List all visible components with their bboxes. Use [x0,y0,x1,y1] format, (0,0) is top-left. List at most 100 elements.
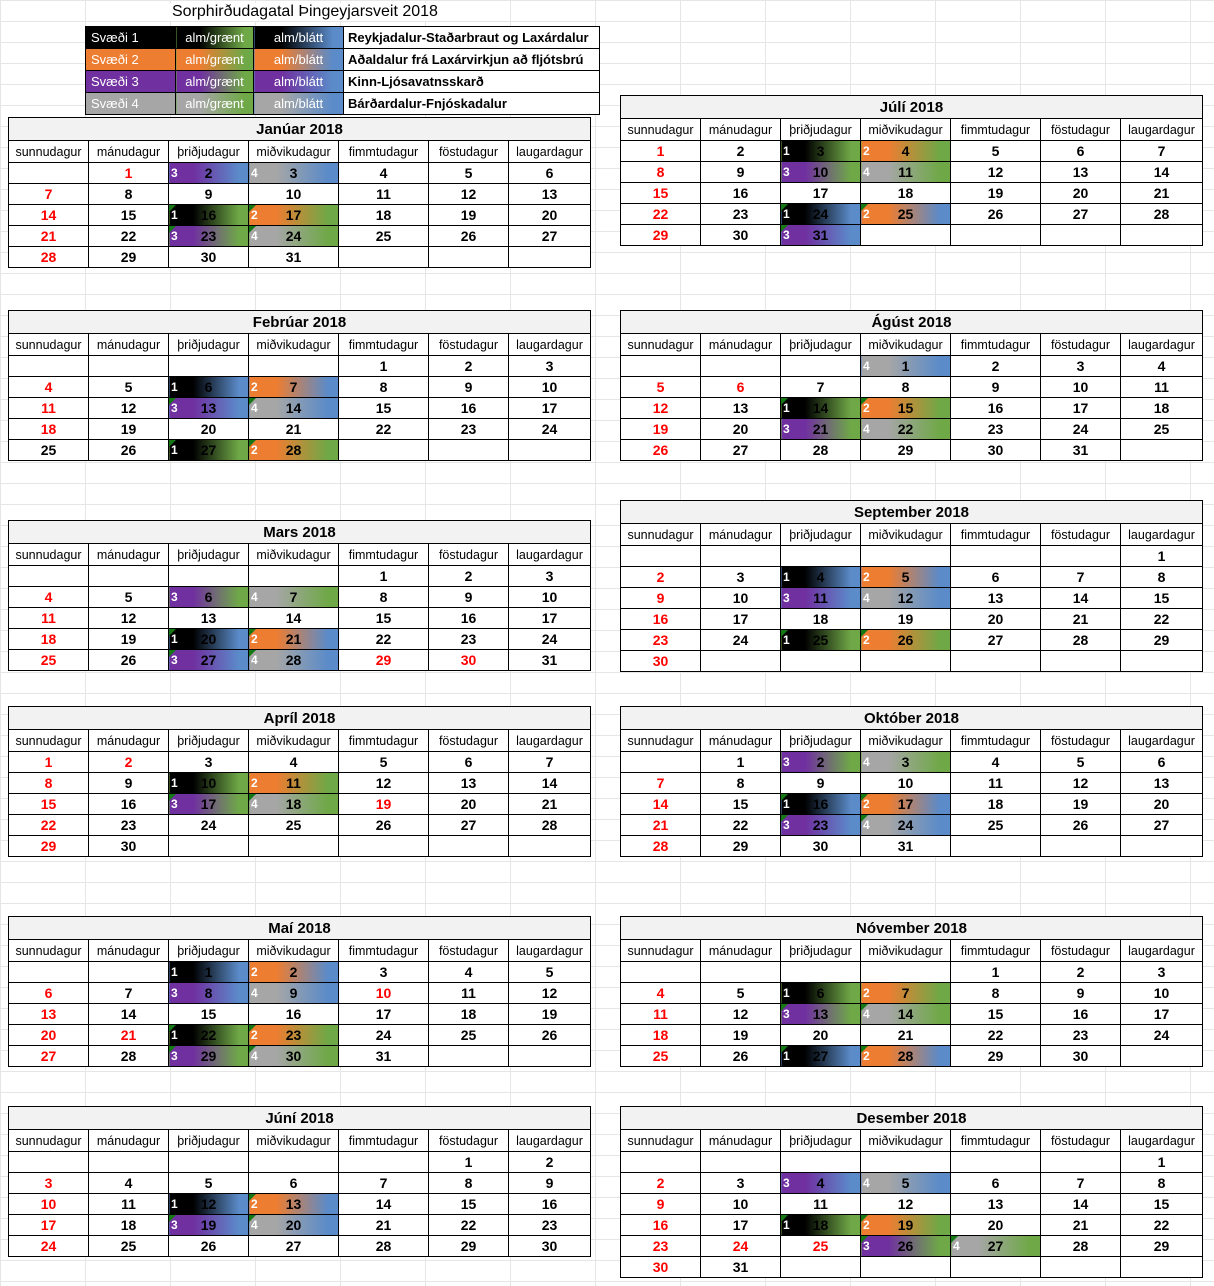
day-cell[interactable]: 27 [950,629,1041,651]
day-cell[interactable]: 16 [88,793,169,815]
day-cell[interactable]: 9 [508,1172,591,1194]
day-cell[interactable]: 26 [428,225,509,247]
day-cell[interactable]: 21 [338,1214,429,1236]
day-cell[interactable]: 23 [428,628,509,650]
day-cell[interactable]: 1 14 [780,397,861,419]
day-cell[interactable]: 18 [428,1003,509,1025]
day-cell[interactable]: 2 21 [248,628,339,650]
day-cell[interactable]: 30 [620,1256,701,1278]
day-cell[interactable]: 14 [8,204,89,226]
day-cell[interactable]: 31 [248,246,339,268]
day-cell[interactable]: 24 [1040,418,1121,440]
day-cell[interactable]: 28 [1120,203,1203,225]
day-cell[interactable]: 17 [780,182,861,204]
day-cell[interactable]: 29 [700,835,781,857]
day-cell[interactable]: 18 [8,628,89,650]
day-cell[interactable]: 12 [620,397,701,419]
day-cell[interactable]: 2 28 [248,439,339,461]
day-cell[interactable]: 22 [88,225,169,247]
day-cell[interactable]: 18 [88,1214,169,1236]
day-cell[interactable]: 12 [428,183,509,205]
day-cell[interactable]: 14 [508,772,591,794]
day-cell[interactable]: 16 [700,182,781,204]
day-cell[interactable]: 3 19 [168,1214,249,1236]
day-cell[interactable]: 19 [508,1003,591,1025]
day-cell[interactable]: 8 [620,161,701,183]
day-cell[interactable]: 23 [620,1235,701,1257]
day-cell[interactable]: 15 [950,1003,1041,1025]
day-cell[interactable]: 14 [1040,587,1121,609]
day-cell[interactable]: 6 [1040,140,1121,162]
day-cell[interactable]: 19 [338,793,429,815]
day-cell[interactable]: 3 31 [780,224,861,246]
day-cell[interactable]: 13 [8,1003,89,1025]
day-cell[interactable]: 10 [1040,376,1121,398]
day-cell[interactable]: 31 [508,649,591,671]
day-cell[interactable]: 3 21 [780,418,861,440]
day-cell[interactable]: 20 [950,1214,1041,1236]
day-cell[interactable]: 4 22 [860,418,951,440]
day-cell[interactable]: 28 [338,1235,429,1257]
day-cell[interactable]: 25 [8,439,89,461]
day-cell[interactable]: 2 [508,1151,591,1173]
day-cell[interactable]: 20 [700,418,781,440]
day-cell[interactable]: 17 [508,397,591,419]
day-cell[interactable]: 23 [1040,1024,1121,1046]
day-cell[interactable]: 9 [620,587,701,609]
day-cell[interactable]: 1 25 [780,629,861,651]
day-cell[interactable]: 10 [508,376,591,398]
day-cell[interactable]: 1 22 [168,1024,249,1046]
day-cell[interactable]: 17 [338,1003,429,1025]
day-cell[interactable]: 8 [700,772,781,794]
day-cell[interactable]: 5 [88,586,169,608]
day-cell[interactable]: 25 [620,1045,701,1067]
day-cell[interactable]: 18 [780,608,861,630]
day-cell[interactable]: 9 [168,183,249,205]
day-cell[interactable]: 11 [8,607,89,629]
day-cell[interactable]: 21 [248,418,339,440]
day-cell[interactable]: 4 30 [248,1045,339,1067]
day-cell[interactable]: 25 [8,649,89,671]
day-cell[interactable]: 28 [8,246,89,268]
day-cell[interactable]: 26 [700,1045,781,1067]
day-cell[interactable]: 2 17 [248,204,339,226]
day-cell[interactable]: 19 [88,628,169,650]
day-cell[interactable]: 5 [168,1172,249,1194]
day-cell[interactable]: 14 [620,793,701,815]
day-cell[interactable]: 2 [428,565,509,587]
day-cell[interactable]: 6 [950,566,1041,588]
day-cell[interactable]: 4 [8,376,89,398]
day-cell[interactable]: 3 11 [780,587,861,609]
day-cell[interactable]: 21 [508,793,591,815]
day-cell[interactable]: 18 [950,793,1041,815]
day-cell[interactable]: 16 [950,397,1041,419]
day-cell[interactable]: 11 [620,1003,701,1025]
day-cell[interactable]: 10 [338,982,429,1004]
day-cell[interactable]: 27 [428,814,509,836]
day-cell[interactable]: 15 [8,793,89,815]
day-cell[interactable]: 1 [338,355,429,377]
day-cell[interactable]: 14 [248,607,339,629]
day-cell[interactable]: 30 [700,224,781,246]
day-cell[interactable]: 2 11 [248,772,339,794]
day-cell[interactable]: 13 [508,183,591,205]
day-cell[interactable]: 30 [428,649,509,671]
day-cell[interactable]: 31 [860,835,951,857]
day-cell[interactable]: 24 [700,1235,781,1257]
day-cell[interactable]: 2 28 [860,1045,951,1067]
day-cell[interactable]: 29 [860,439,951,461]
day-cell[interactable]: 20 [1040,182,1121,204]
day-cell[interactable]: 25 [88,1235,169,1257]
day-cell[interactable]: 18 [1120,397,1203,419]
day-cell[interactable]: 14 [338,1193,429,1215]
day-cell[interactable]: 2 [620,1172,701,1194]
day-cell[interactable]: 17 [8,1214,89,1236]
